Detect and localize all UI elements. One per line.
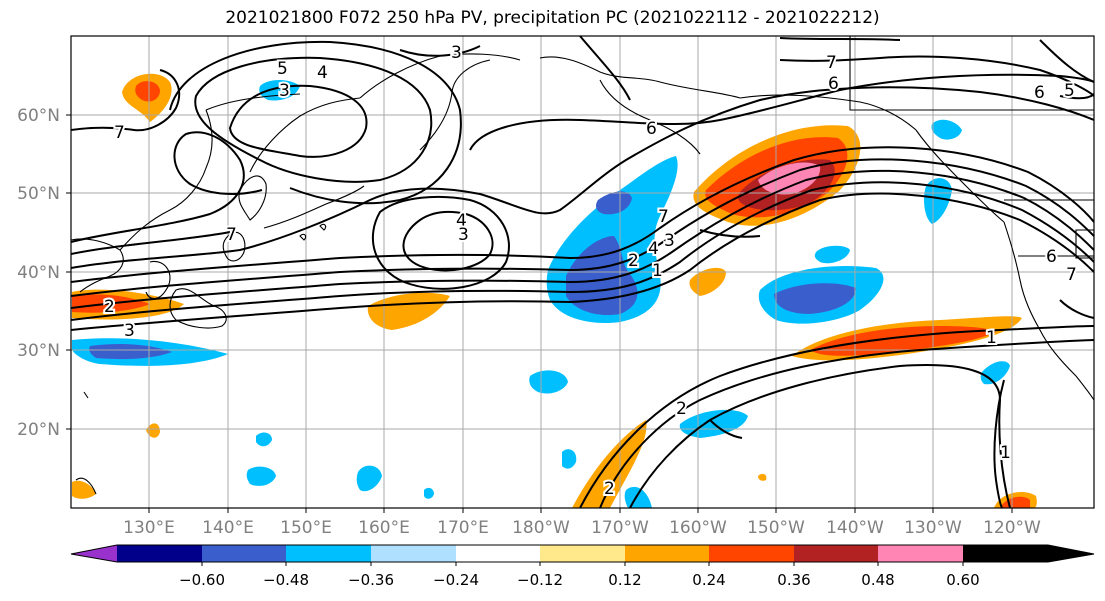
lat-label: 60°N <box>17 106 60 126</box>
map-ticks <box>66 114 1013 513</box>
lon-label: 170°W <box>591 518 649 538</box>
colorbar-swatch <box>625 545 710 562</box>
contour-label: 3 <box>279 81 290 101</box>
contour-label: 6 <box>646 119 657 139</box>
lon-label: 140°E <box>202 518 254 538</box>
contour-label: 6 <box>1034 83 1045 103</box>
contour-labels: 5 4 3 3 7 7 6 6 6 5 7 4 3 7 2 4 3 1 2 2 … <box>102 41 1079 501</box>
contour-label: 7 <box>226 225 237 245</box>
lon-label: 150°W <box>747 518 805 538</box>
contour-label: 7 <box>826 53 837 73</box>
contour-label: 1 <box>1000 443 1011 463</box>
contour-label: 2 <box>104 297 115 317</box>
lon-label: 160°W <box>669 518 727 538</box>
colorbar-swatch <box>371 545 457 562</box>
contour-label: 4 <box>317 63 328 83</box>
colorbar-swatch <box>202 545 287 562</box>
colorbar-swatch <box>456 545 541 562</box>
lat-label: 50°N <box>17 184 60 204</box>
map-title: 2021021800 F072 250 hPa PV, precipitatio… <box>225 8 880 28</box>
contour-label: 2 <box>676 399 687 419</box>
latitude-labels: 60°N 50°N 40°N 30°N 20°N <box>17 106 60 440</box>
contour-label: 6 <box>828 74 839 94</box>
colorbar-swatch <box>117 545 203 562</box>
lat-label: 40°N <box>17 263 60 283</box>
lon-label: 150°E <box>280 518 332 538</box>
contour-label: 2 <box>604 479 615 499</box>
lon-label: 120°W <box>983 518 1041 538</box>
colorbar-tick-label: −0.24 <box>433 571 479 589</box>
colorbar: −0.60 −0.48 −0.36 −0.24 −0.12 0.12 0.24 … <box>70 544 1095 589</box>
colorbar-tick-label: 0.60 <box>946 571 979 589</box>
pv-contours <box>71 36 1094 508</box>
contour-label: 5 <box>277 59 288 79</box>
colorbar-swatch <box>709 545 795 562</box>
colorbar-tick-label: −0.60 <box>179 571 225 589</box>
contour-label: 5 <box>1064 81 1075 101</box>
longitude-labels: 130°E 140°E 150°E 160°E 170°E 180°W 170°… <box>123 518 1041 538</box>
colorbar-tick-label: −0.48 <box>263 571 309 589</box>
lon-label: 180°W <box>512 518 570 538</box>
contour-label: 7 <box>114 123 125 143</box>
lon-label: 130°W <box>904 518 962 538</box>
lon-label: 130°E <box>123 518 175 538</box>
map-panel: 5 4 3 3 7 7 6 6 6 5 7 4 3 7 2 4 3 1 2 2 … <box>71 36 1094 508</box>
lon-label: 140°W <box>826 518 884 538</box>
colorbar-tick-label: 0.24 <box>692 571 725 589</box>
colorbar-tick-label: −0.36 <box>348 571 394 589</box>
colorbar-swatch <box>878 545 964 562</box>
colorbar-tick-label: 0.36 <box>777 571 810 589</box>
contour-label: 7 <box>658 207 669 227</box>
contour-label: 3 <box>664 231 675 251</box>
contour-label: 1 <box>986 328 997 348</box>
colorbar-swatch <box>794 545 879 562</box>
colorbar-swatch <box>286 545 372 562</box>
lat-label: 20°N <box>17 420 60 440</box>
lon-label: 170°E <box>437 518 489 538</box>
contour-label: 2 <box>628 251 639 271</box>
contour-label: 1 <box>652 261 663 281</box>
lon-label: 160°E <box>358 518 410 538</box>
contour-label: 7 <box>1066 265 1077 285</box>
contour-label: 4 <box>648 239 659 259</box>
colorbar-tick-label: 0.48 <box>861 571 894 589</box>
colorbar-swatch <box>71 545 117 562</box>
contour-label: 6 <box>1046 247 1057 267</box>
contour-label: 3 <box>451 43 462 63</box>
contour-label: 3 <box>458 225 469 245</box>
colorbar-swatch <box>540 545 626 562</box>
colorbar-tick-label: 0.12 <box>608 571 641 589</box>
colorbar-tick-label: −0.12 <box>517 571 563 589</box>
contour-label: 3 <box>124 321 135 341</box>
colorbar-swatch <box>963 545 1094 562</box>
lat-label: 30°N <box>17 341 60 361</box>
contour-label: 4 <box>456 211 467 231</box>
